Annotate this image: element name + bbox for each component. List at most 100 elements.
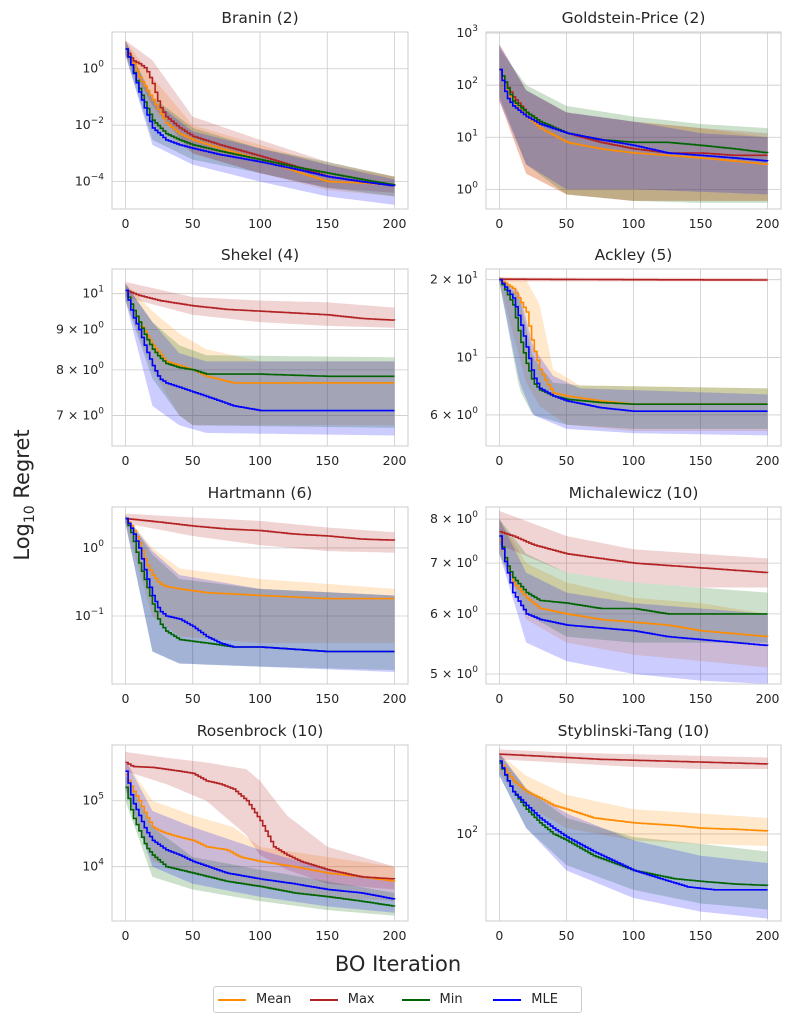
x-tick-label: 150 (315, 453, 339, 468)
line-max (499, 753, 769, 765)
axes-frame (485, 268, 782, 447)
x-tick-label: 50 (559, 691, 575, 706)
x-tick-label: 150 (689, 216, 713, 231)
axes-frame (485, 506, 782, 685)
y-tick-label: 10−4 (75, 173, 104, 189)
y-tick-label: 10−1 (75, 607, 104, 623)
y-tick-label: 10−2 (75, 116, 104, 132)
chart-panel: 0 50 100 150 200 8 × 100 7 × 100 6 × 100 5 × 100… (430, 484, 782, 706)
band-mean (499, 276, 768, 431)
chart-panel: 0 50 100 150 200 102 Styblinski-Tang (10) (456, 722, 782, 943)
line-mle (499, 68, 769, 162)
axes-frame (111, 506, 409, 685)
panel-title: Michalewicz (10) (569, 484, 699, 502)
legend-entry-max: Max (309, 992, 398, 1007)
y-tick-label: 6 × 100 (430, 406, 478, 422)
x-tick-label: 50 (185, 691, 201, 706)
x-tick-label: 100 (622, 453, 646, 468)
legend-swatch-min (401, 998, 430, 1001)
x-tick-label: 0 (121, 453, 129, 468)
band-mean (499, 754, 768, 847)
legend-label: MLE (531, 992, 558, 1007)
line-min (125, 289, 395, 378)
y-tick-label: 101 (456, 128, 478, 144)
line-mle (125, 48, 396, 187)
y-tick-label: 8 × 100 (430, 510, 478, 526)
line-mle (499, 535, 769, 647)
band-mle (499, 752, 768, 919)
band-min (125, 774, 395, 916)
x-tick-label: 0 (495, 453, 503, 468)
line-mean (125, 517, 395, 600)
line-mle (499, 278, 768, 412)
x-tick-label: 100 (248, 928, 272, 943)
plot-area (125, 40, 396, 205)
line-mean (125, 289, 395, 384)
x-tick-label: 50 (185, 928, 201, 943)
band-mle (125, 283, 395, 436)
y-tick-label: 104 (82, 858, 104, 874)
axes-frame (111, 744, 409, 922)
band-min (499, 276, 768, 429)
x-tick-label: 150 (315, 216, 339, 231)
legend-swatch-mean (218, 998, 246, 1001)
legend-label: Min (439, 992, 463, 1007)
y-tick-label: 100 (82, 539, 104, 555)
legend-label: Mean (256, 992, 292, 1007)
x-tick-label: 0 (121, 928, 129, 943)
x-tick-label: 0 (495, 691, 503, 706)
y-axis-label: Log10 Regret (10, 429, 38, 560)
plot-area (499, 511, 769, 684)
axes-frame (485, 31, 782, 210)
x-tick-label: 0 (495, 216, 503, 231)
band-mean (499, 44, 768, 201)
line-mle (125, 289, 395, 412)
x-tick-label: 50 (559, 453, 575, 468)
x-tick-label: 50 (185, 453, 201, 468)
line-min (499, 535, 768, 615)
band-max (499, 44, 768, 201)
x-tick-label: 200 (756, 216, 780, 231)
axes-frame (485, 744, 782, 922)
chart-panel: 0 50 100 150 200 105 104 Rosenbrock (10) (82, 722, 409, 943)
x-tick-label: 50 (185, 216, 201, 231)
x-tick-label: 150 (689, 691, 713, 706)
chart-panel: 0 50 100 150 200 100 10−2 10−4 Branin (2) (75, 9, 409, 231)
band-mle (125, 40, 395, 205)
panel-title: Rosenbrock (10) (197, 722, 324, 740)
x-tick-label: 100 (622, 928, 646, 943)
line-mle (125, 770, 396, 900)
x-tick-label: 100 (248, 453, 272, 468)
chart-panel: 0 50 100 150 200 103 102 101 100 Goldstein-Price … (456, 9, 782, 231)
band-mean (125, 761, 395, 902)
x-tick-label: 50 (559, 216, 575, 231)
band-max (125, 513, 395, 553)
axes-frame (111, 31, 409, 210)
chart-panel: 0 50 100 150 200 101 9 × 100 8 × 100 7 × 100 Shek… (56, 246, 409, 468)
legend-entry-mean: Mean (218, 992, 306, 1007)
legend-label: Max (347, 992, 375, 1007)
line-mean (499, 68, 769, 165)
band-min (499, 754, 768, 910)
line-max (125, 517, 396, 541)
line-mle (125, 517, 395, 653)
axes-frame (111, 268, 409, 447)
x-tick-label: 100 (622, 691, 646, 706)
line-mean (125, 773, 396, 882)
y-tick-label: 101 (82, 285, 104, 301)
y-tick-label: 105 (82, 792, 104, 808)
x-axis-label: BO Iteration (335, 952, 461, 976)
legend-entry-mle: MLE (493, 992, 581, 1007)
x-tick-label: 0 (121, 216, 129, 231)
y-tick-label: 5 × 100 (430, 665, 478, 681)
x-tick-label: 200 (756, 928, 780, 943)
y-tick-label: 7 × 100 (56, 406, 104, 422)
y-tick-label: 2 × 101 (430, 271, 478, 287)
y-tick-label: 7 × 100 (430, 554, 478, 570)
plot-area (125, 751, 396, 916)
plot-area (125, 281, 396, 436)
chart-panel: 0 50 100 150 200 100 10−1 Hartmann (6) (75, 484, 409, 706)
band-min (125, 40, 395, 197)
x-tick-label: 150 (315, 928, 339, 943)
